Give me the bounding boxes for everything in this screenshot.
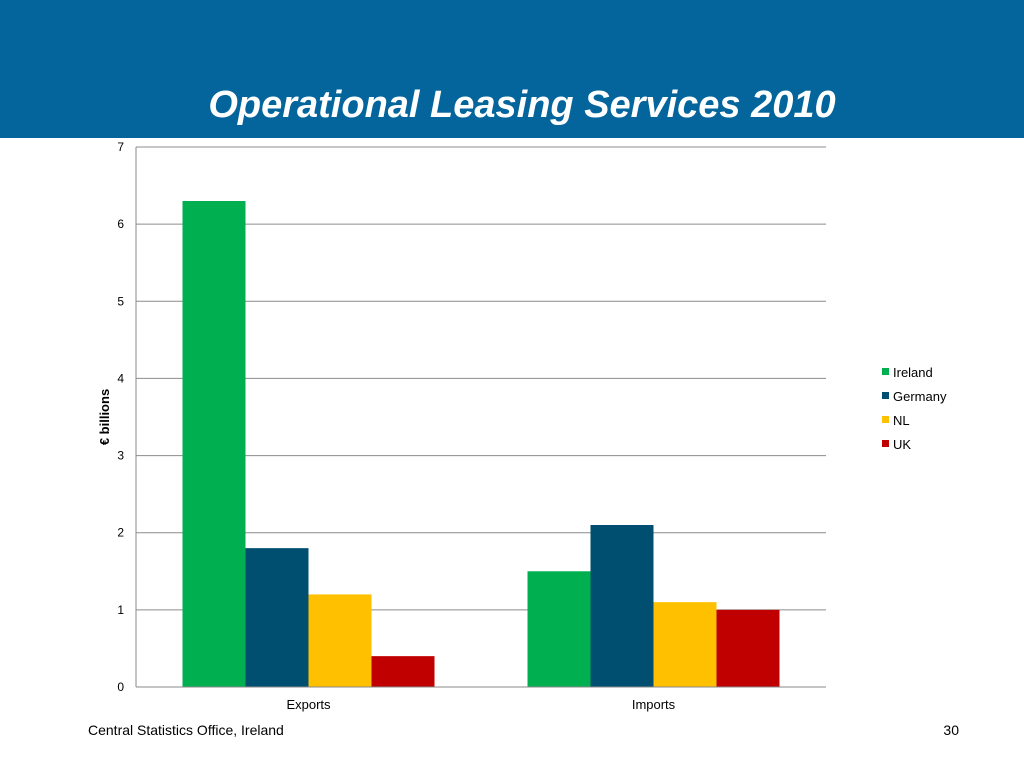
bar-ireland-imports: [527, 571, 591, 687]
legend-swatch: [882, 416, 889, 423]
header-band: [0, 0, 1024, 138]
bar-nl-imports: [653, 602, 717, 687]
y-tick-label: 7: [117, 140, 124, 154]
legend-label: UK: [893, 437, 911, 452]
y-tick-label: 0: [117, 680, 124, 694]
y-tick-label: 2: [117, 526, 124, 540]
legend-swatch: [882, 440, 889, 447]
y-tick-label: 1: [117, 603, 124, 617]
y-tick-labels: 0 1 2 3 4 5 6 7: [117, 140, 124, 694]
bar-uk-imports: [716, 609, 780, 687]
x-tick-label: Imports: [632, 697, 676, 712]
legend-label: Germany: [893, 389, 947, 404]
bar-germany-exports: [245, 548, 309, 687]
bar-nl-exports: [308, 594, 372, 687]
y-tick-label: 3: [117, 449, 124, 463]
legend-swatch: [882, 368, 889, 375]
y-axis-label: € billions: [97, 389, 112, 445]
y-tick-label: 4: [117, 371, 124, 385]
page-number: 30: [943, 722, 959, 738]
y-tick-label: 6: [117, 217, 124, 231]
footer-source: Central Statistics Office, Ireland: [88, 722, 284, 738]
legend-label: Ireland: [893, 365, 933, 380]
x-tick-label: Exports: [286, 697, 331, 712]
legend: Ireland Germany NL UK: [882, 365, 947, 452]
bar-germany-imports: [590, 525, 654, 687]
bar-ireland-exports: [182, 201, 246, 687]
legend-label: NL: [893, 413, 910, 428]
bar-uk-exports: [371, 656, 435, 687]
axes: [135, 147, 826, 688]
slide-title: Operational Leasing Services 2010: [208, 84, 836, 126]
x-tick-labels: Exports Imports: [286, 697, 675, 712]
y-tick-label: 5: [117, 294, 124, 308]
bars: [182, 201, 780, 687]
legend-swatch: [882, 392, 889, 399]
